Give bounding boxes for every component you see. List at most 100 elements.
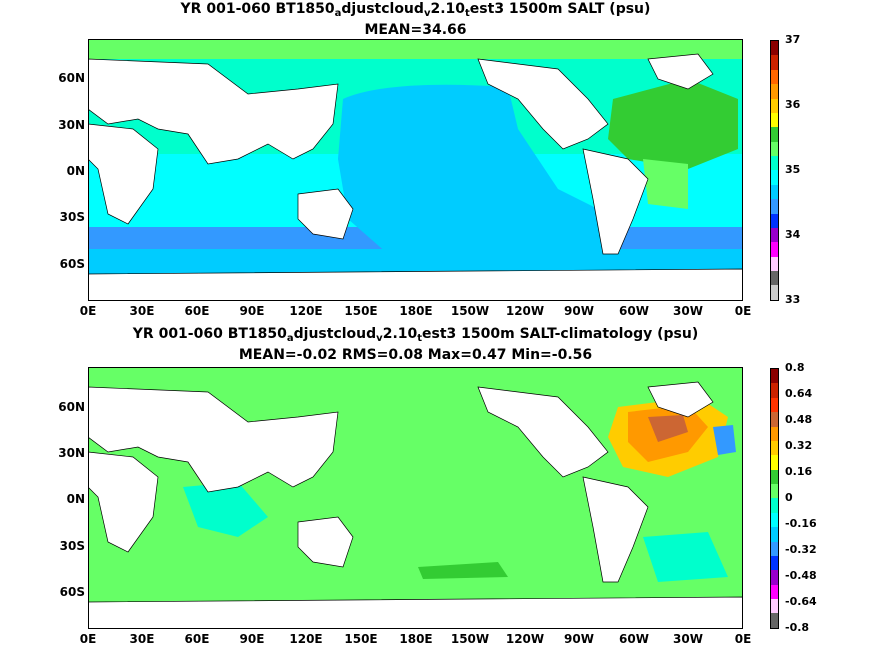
top-map-svg bbox=[87, 39, 744, 302]
colorbar-swatch bbox=[771, 584, 778, 599]
bottom-colorbar-label: 0 bbox=[785, 491, 793, 504]
top-colorbar-label: 33 bbox=[785, 293, 801, 306]
south-america-land bbox=[582, 148, 649, 255]
top-lon-label: 60W bbox=[619, 304, 649, 318]
colorbar-swatch bbox=[771, 184, 778, 200]
top-panel-title: YR 001-060 BT1850adjustcloudv2.10test3 1… bbox=[180, 1, 651, 19]
colorbar-swatch bbox=[771, 512, 778, 528]
bottom-colorbar-label: -0.16 bbox=[785, 517, 817, 530]
colorbar-swatch bbox=[771, 98, 778, 113]
antarctica-land bbox=[87, 596, 744, 630]
bottom-lat-label-60n: 60N bbox=[58, 400, 85, 414]
north-atlantic-positive-core bbox=[648, 415, 688, 442]
top-colorbar-label: 37 bbox=[785, 33, 801, 46]
eurasia-land bbox=[87, 58, 339, 165]
colorbar-swatch bbox=[771, 469, 778, 484]
colorbar-swatch bbox=[771, 484, 778, 499]
top-lon-label: 120E bbox=[289, 304, 323, 318]
top-lon-label: 120W bbox=[505, 304, 545, 318]
bottom-colorbar-label: -0.8 bbox=[785, 621, 810, 634]
africa-land bbox=[87, 451, 159, 553]
colorbar-swatch bbox=[771, 285, 778, 300]
top-lat-label-60s: 60S bbox=[59, 257, 85, 271]
pacific-fresh-water bbox=[338, 84, 608, 254]
top-lat-label-30n: 30N bbox=[58, 118, 85, 132]
bottom-lon-label: 30E bbox=[129, 632, 155, 646]
colorbar-swatch bbox=[771, 271, 778, 286]
bottom-lat-label-0n: 0N bbox=[66, 492, 85, 506]
bottom-lon-label: 0E bbox=[734, 632, 752, 646]
bottom-anomaly-map bbox=[87, 367, 744, 630]
top-colorbar bbox=[770, 40, 779, 301]
colorbar-swatch bbox=[771, 112, 778, 128]
colorbar-swatch bbox=[771, 69, 778, 85]
colorbar-swatch bbox=[771, 613, 778, 628]
north-america-land bbox=[477, 58, 609, 150]
arctic-band bbox=[88, 39, 743, 59]
bottom-lon-label: 150E bbox=[344, 632, 378, 646]
greenland-land bbox=[647, 53, 714, 90]
top-lon-label: 30W bbox=[673, 304, 703, 318]
colorbar-swatch bbox=[771, 227, 778, 243]
bottom-lon-label: 30W bbox=[673, 632, 703, 646]
south-atlantic-negative bbox=[643, 532, 728, 582]
africa-land bbox=[87, 123, 159, 225]
colorbar-swatch bbox=[771, 170, 778, 185]
australia-land bbox=[297, 188, 354, 240]
bottom-lat-label-60s: 60S bbox=[59, 585, 85, 599]
bottom-lat-label-30s: 30S bbox=[59, 539, 85, 553]
colorbar-swatch bbox=[771, 41, 778, 56]
north-atlantic-salty bbox=[608, 79, 738, 169]
bottom-panel-title: YR 001-060 BT1850adjustcloudv2.10test3 1… bbox=[132, 326, 699, 344]
colorbar-swatch bbox=[771, 498, 778, 513]
top-lon-label: 90W bbox=[564, 304, 594, 318]
colorbar-swatch bbox=[771, 213, 778, 228]
colorbar-swatch bbox=[771, 141, 778, 156]
bottom-lon-label: 90W bbox=[564, 632, 594, 646]
top-colorbar-label: 36 bbox=[785, 98, 801, 111]
colorbar-swatch bbox=[771, 541, 778, 556]
colorbar-swatch bbox=[771, 84, 778, 99]
antarctica-land bbox=[87, 268, 744, 302]
top-lat-label-30s: 30S bbox=[59, 210, 85, 224]
north-america-land bbox=[477, 386, 609, 478]
colorbar-swatch bbox=[771, 369, 778, 384]
bottom-lat-label-30n: 30N bbox=[58, 446, 85, 460]
bottom-lon-label: 60E bbox=[184, 632, 210, 646]
colorbar-swatch bbox=[771, 599, 778, 614]
colorbar-swatch bbox=[771, 199, 778, 214]
colorbar-swatch bbox=[771, 570, 778, 585]
top-lon-label: 150W bbox=[450, 304, 490, 318]
greenland-land bbox=[647, 381, 714, 418]
colorbar-swatch bbox=[771, 527, 778, 542]
bottom-lon-label: 60W bbox=[619, 632, 649, 646]
southern-positive-streak bbox=[418, 562, 508, 579]
colorbar-swatch bbox=[771, 55, 778, 70]
bottom-panel-stats: MEAN=-0.02 RMS=0.08 Max=0.47 Min=-0.56 bbox=[238, 347, 593, 363]
bottom-colorbar-label: -0.32 bbox=[785, 543, 817, 556]
top-salinity-map bbox=[87, 39, 744, 302]
bottom-lon-label: 90E bbox=[239, 632, 265, 646]
colorbar-swatch bbox=[771, 256, 778, 271]
colorbar-swatch bbox=[771, 383, 778, 398]
bottom-colorbar-label: -0.64 bbox=[785, 595, 817, 608]
bottom-colorbar-label: -0.48 bbox=[785, 569, 817, 582]
north-atlantic-negative-patch bbox=[713, 425, 736, 455]
eurasia-land bbox=[87, 386, 339, 493]
top-lat-label-0n: 0N bbox=[66, 164, 85, 178]
bottom-colorbar-label: 0.64 bbox=[785, 387, 813, 400]
top-lon-label: 30E bbox=[129, 304, 155, 318]
bottom-lon-label: 0E bbox=[79, 632, 97, 646]
indian-ocean-negative bbox=[183, 482, 268, 537]
bottom-colorbar-label: 0.48 bbox=[785, 413, 813, 426]
top-colorbar-label: 35 bbox=[785, 163, 801, 176]
bottom-colorbar-label: 0.32 bbox=[785, 439, 813, 452]
bottom-colorbar-label: 0.16 bbox=[785, 465, 813, 478]
top-lon-label: 180E bbox=[399, 304, 433, 318]
bottom-map-svg bbox=[87, 367, 744, 630]
colorbar-swatch bbox=[771, 555, 778, 571]
bottom-lon-label: 180E bbox=[399, 632, 433, 646]
top-lon-label: 0E bbox=[79, 304, 97, 318]
colorbar-swatch bbox=[771, 426, 778, 441]
colorbar-swatch bbox=[771, 156, 778, 171]
